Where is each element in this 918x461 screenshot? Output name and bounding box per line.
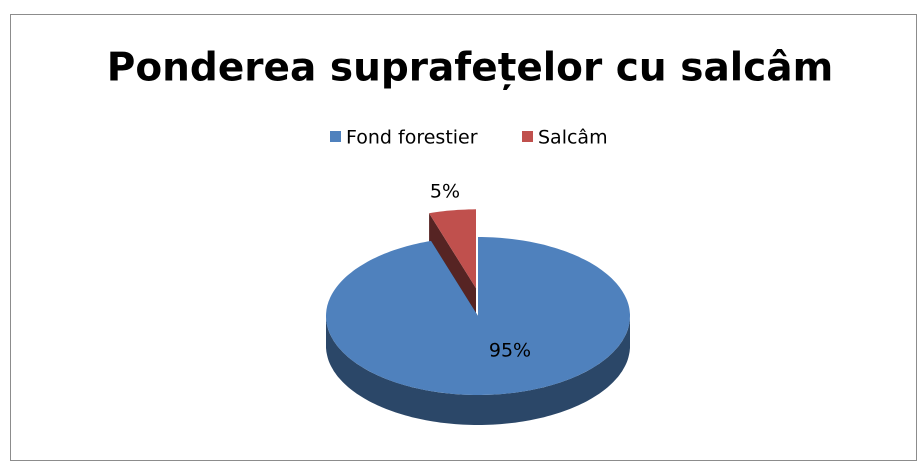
- data-label: 95%: [489, 340, 531, 362]
- pie-slice: [326, 237, 630, 395]
- pie-wall: [429, 213, 476, 319]
- legend-swatch: [522, 131, 533, 142]
- data-label: 5%: [430, 181, 460, 203]
- legend-label: Salcâm: [538, 127, 608, 149]
- pie-side: [326, 316, 630, 425]
- chart-title: Ponderea suprafețelor cu salcâm: [107, 46, 833, 91]
- legend-swatch: [330, 131, 341, 142]
- legend-label: Fond forestier: [346, 127, 478, 149]
- pie-slice: [429, 209, 476, 289]
